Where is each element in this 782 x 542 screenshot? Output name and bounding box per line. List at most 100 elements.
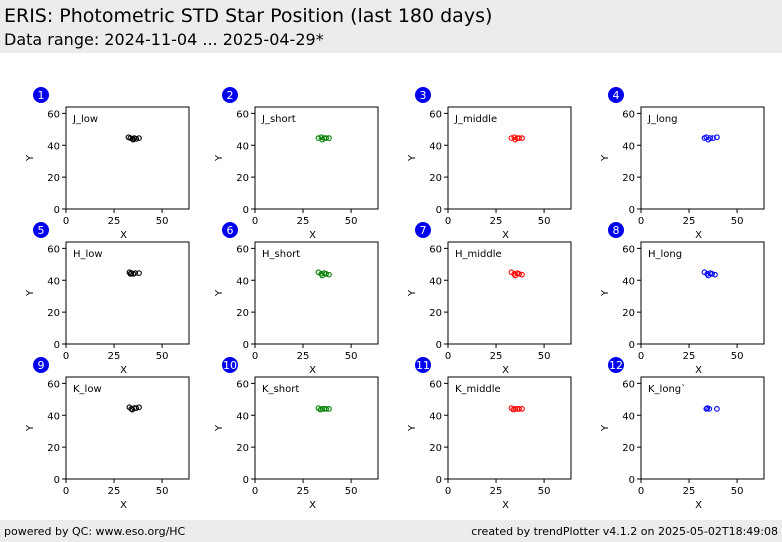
y-axis-label: Y [214, 154, 225, 162]
panel-number-label: 9 [38, 359, 45, 372]
panel-number-label: 12 [609, 359, 623, 372]
y-tick-label: 60 [47, 244, 60, 255]
x-tick-label: 0 [445, 351, 451, 362]
series-label: K_long` [648, 383, 686, 395]
chart-panel-12: 0 25 50 0 20 40 60 X Y K_long` 12 [600, 357, 765, 511]
x-tick-label: 50 [538, 351, 551, 362]
page-title: ERIS: Photometric STD Star Position (las… [4, 5, 493, 27]
panel-number-label: 8 [613, 224, 620, 237]
x-tick-label: 0 [638, 216, 644, 227]
plot-frame [447, 106, 572, 210]
panel-number-label: 11 [416, 359, 430, 372]
y-tick-label: 40 [622, 141, 635, 152]
chart-panel-6: 0 25 50 0 20 40 60 X Y H_short 6 [214, 222, 379, 376]
y-tick-label: 0 [54, 340, 60, 351]
panel-number-label: 5 [38, 224, 45, 237]
x-tick-label: 0 [445, 216, 451, 227]
panel-number-label: 1 [38, 89, 45, 102]
series-label: H_middle [455, 249, 502, 260]
data-point [714, 134, 720, 141]
panel-number-label: 3 [420, 89, 427, 102]
data-point [519, 135, 525, 141]
data-point [508, 269, 515, 276]
plot-frame [254, 106, 379, 210]
footer-credit: powered by QC: www.eso.org/HC [4, 525, 186, 538]
series-label: H_long [648, 249, 682, 260]
y-tick-label: 60 [47, 109, 60, 120]
x-tick-label: 50 [345, 486, 358, 497]
chart-panel-8: 0 25 50 0 20 40 60 X Y H_long 8 [600, 222, 765, 376]
y-tick-label: 20 [429, 308, 442, 319]
data-point [136, 270, 142, 276]
y-tick-label: 40 [236, 276, 249, 287]
x-tick-label: 25 [490, 351, 503, 362]
y-tick-label: 60 [236, 244, 249, 255]
plot-frame [447, 376, 572, 480]
y-tick-label: 60 [429, 379, 442, 390]
footer-created: created by trendPlotter v4.1.2 on 2025-0… [471, 525, 778, 538]
plot-frame [254, 241, 379, 345]
y-tick-label: 40 [236, 411, 249, 422]
data-point [706, 406, 713, 412]
x-tick-label: 0 [252, 486, 258, 497]
chart-panel-1: 0 25 50 0 20 40 60 X Y J_low 1 [25, 87, 190, 241]
panel-number-label: 4 [613, 89, 620, 102]
y-tick-label: 60 [236, 379, 249, 390]
x-tick-label: 50 [156, 486, 169, 497]
data-point [707, 135, 714, 141]
plot-frame [254, 376, 379, 480]
x-tick-label: 50 [156, 351, 169, 362]
y-tick-label: 0 [436, 475, 442, 486]
plot-frame [640, 241, 765, 345]
data-point [516, 406, 522, 412]
y-tick-label: 60 [622, 379, 635, 390]
x-tick-label: 0 [638, 351, 644, 362]
x-axis-label: X [695, 500, 702, 511]
y-tick-label: 60 [622, 109, 635, 120]
panel-number-label: 7 [420, 224, 427, 237]
x-tick-label: 0 [445, 486, 451, 497]
data-point [323, 406, 329, 412]
y-tick-label: 0 [54, 205, 60, 216]
data-point [326, 271, 332, 278]
x-axis-label: X [309, 365, 316, 376]
y-axis-label: Y [25, 424, 36, 432]
series-label: J_long [647, 114, 678, 125]
y-tick-label: 60 [236, 109, 249, 120]
y-tick-label: 0 [243, 340, 249, 351]
y-tick-label: 0 [436, 205, 442, 216]
series-label: J_short [261, 114, 296, 125]
data-point [712, 271, 718, 278]
x-tick-label: 25 [108, 351, 121, 362]
panel-number-badge [415, 357, 431, 373]
x-axis-label: X [120, 500, 127, 511]
y-tick-label: 40 [429, 411, 442, 422]
data-point [516, 271, 522, 277]
plot-frame [65, 376, 190, 480]
data-point [132, 270, 139, 276]
y-axis-label: Y [407, 424, 418, 432]
x-tick-label: 25 [683, 486, 696, 497]
data-point [701, 269, 708, 276]
panel-number-badge [415, 87, 431, 103]
plot-frame [447, 241, 572, 345]
x-tick-label: 25 [297, 351, 310, 362]
data-point [315, 269, 322, 276]
y-tick-label: 20 [47, 308, 60, 319]
panel-number-badge [415, 222, 431, 238]
series-label: K_low [73, 384, 102, 395]
y-axis-label: Y [600, 424, 611, 432]
x-axis-label: X [695, 365, 702, 376]
data-point [133, 405, 139, 411]
x-tick-label: 50 [731, 216, 744, 227]
x-axis-label: X [120, 365, 127, 376]
x-tick-label: 50 [345, 216, 358, 227]
panel-number-badge [222, 357, 238, 373]
plot-frame [640, 376, 765, 480]
y-tick-label: 20 [236, 308, 249, 319]
y-axis-label: Y [25, 154, 36, 162]
y-axis-label: Y [407, 289, 418, 297]
x-tick-label: 50 [731, 351, 744, 362]
panel-number-badge [33, 87, 49, 103]
data-point [703, 406, 710, 412]
